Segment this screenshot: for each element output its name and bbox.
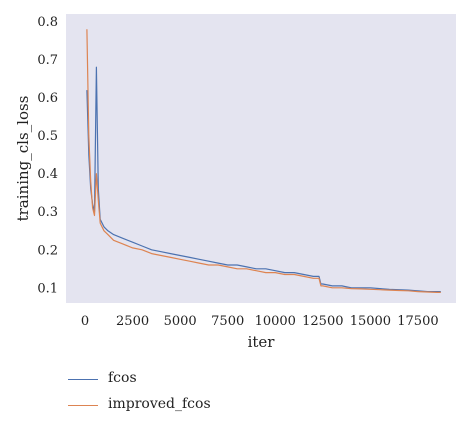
- series-layer: [86, 29, 441, 293]
- x-tick-label: 10000: [255, 314, 296, 329]
- x-axis-label: iter: [248, 333, 276, 351]
- x-axis-ticks: 0 2500 5000 7500 10000 12500 15000 17500: [81, 314, 439, 329]
- legend-item-fcos: fcos: [68, 368, 268, 390]
- y-tick-label: 0.1: [37, 281, 58, 296]
- y-tick-label: 0.3: [37, 205, 58, 220]
- x-tick-label: 0: [81, 314, 89, 329]
- legend-item-improved-fcos: improved_fcos: [68, 394, 268, 416]
- legend-swatch-fcos: [68, 379, 98, 380]
- legend-label-fcos: fcos: [108, 370, 137, 386]
- series-line-fcos: [86, 66, 441, 293]
- y-tick-label: 0.7: [37, 53, 58, 68]
- y-tick-label: 0.8: [37, 15, 58, 30]
- y-axis-label: training_cls_loss: [14, 96, 32, 222]
- legend-swatch-improved-fcos: [68, 405, 98, 406]
- legend: fcos improved_fcos: [68, 368, 268, 416]
- x-tick-label: 5000: [164, 314, 197, 329]
- y-tick-label: 0.4: [37, 167, 58, 182]
- series-line-improved-fcos: [86, 29, 441, 293]
- y-tick-label: 0.2: [37, 243, 58, 258]
- y-tick-label: 0.5: [37, 129, 58, 144]
- x-tick-label: 7500: [211, 314, 244, 329]
- x-tick-label: 2500: [116, 314, 149, 329]
- x-tick-label: 15000: [350, 314, 391, 329]
- x-tick-label: 12500: [302, 314, 343, 329]
- legend-label-improved-fcos: improved_fcos: [108, 396, 211, 412]
- y-axis-ticks: 0.1 0.2 0.3 0.4 0.5 0.6 0.7 0.8: [37, 15, 58, 296]
- x-tick-label: 17500: [397, 314, 438, 329]
- y-tick-label: 0.6: [37, 91, 58, 106]
- plot-area: [66, 14, 456, 303]
